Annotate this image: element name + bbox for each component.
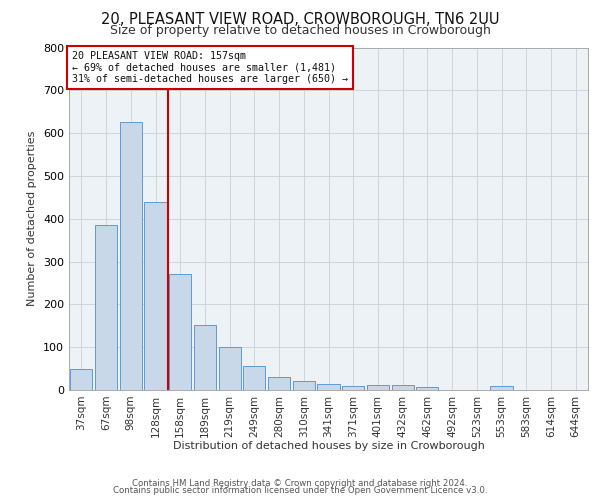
Text: Contains public sector information licensed under the Open Government Licence v3: Contains public sector information licen… (113, 486, 487, 495)
Bar (243, 366, 265, 390)
Bar (490, 386, 512, 390)
X-axis label: Distribution of detached houses by size in Crowborough: Distribution of detached houses by size … (173, 441, 484, 451)
Bar (194, 325, 216, 390)
Bar (342, 386, 364, 390)
Text: 20, PLEASANT VIEW ROAD, CROWBOROUGH, TN6 2UU: 20, PLEASANT VIEW ROAD, CROWBOROUGH, TN6… (101, 12, 499, 28)
Bar (392, 385, 414, 390)
Bar (145, 202, 167, 390)
Bar (293, 382, 315, 390)
Bar (268, 377, 290, 390)
Text: Contains HM Land Registry data © Crown copyright and database right 2024.: Contains HM Land Registry data © Crown c… (132, 478, 468, 488)
Bar (95, 225, 117, 390)
Bar (169, 274, 191, 390)
Y-axis label: Number of detached properties: Number of detached properties (28, 131, 37, 306)
Bar (218, 347, 241, 390)
Bar (416, 388, 439, 390)
Bar (367, 385, 389, 390)
Text: 20 PLEASANT VIEW ROAD: 157sqm
← 69% of detached houses are smaller (1,481)
31% o: 20 PLEASANT VIEW ROAD: 157sqm ← 69% of d… (71, 51, 347, 84)
Text: Size of property relative to detached houses in Crowborough: Size of property relative to detached ho… (110, 24, 490, 37)
Bar (119, 122, 142, 390)
Bar (317, 384, 340, 390)
Bar (70, 368, 92, 390)
